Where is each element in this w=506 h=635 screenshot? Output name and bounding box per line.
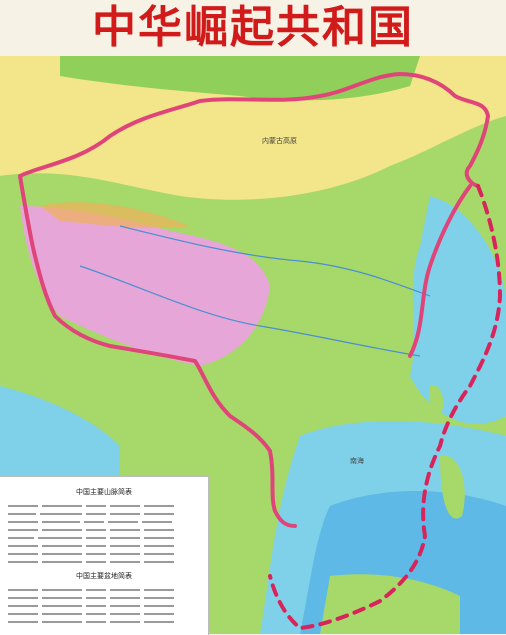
- legend-rows-mountains: [0, 497, 208, 565]
- legend-table-panel: 中国主要山脉简表 中国主要盆地简表: [0, 476, 209, 635]
- legend-row: [8, 543, 200, 549]
- island-taiwan: [429, 385, 444, 416]
- claim-line: [268, 184, 503, 631]
- legend-row: [8, 511, 200, 517]
- river-yangtze: [79, 265, 421, 357]
- legend-title-basins: 中国主要盆地简表: [76, 572, 132, 580]
- northern-lowland: [60, 56, 420, 101]
- title-bar: 中华崛起共和国: [0, 0, 506, 56]
- legend-row: [8, 519, 200, 525]
- mountain-range: [40, 202, 190, 229]
- legend-row: [8, 551, 200, 557]
- legend-row: [8, 503, 200, 509]
- legend-row: [8, 595, 200, 601]
- map-label-region: 内蒙古高原: [262, 137, 297, 145]
- legend-row: [8, 587, 200, 593]
- legend-row: [8, 611, 200, 617]
- map-canvas: [0, 56, 506, 634]
- plateau-region: [20, 206, 270, 366]
- legend-row: [8, 535, 200, 541]
- map-label-sea: 南海: [350, 457, 364, 465]
- legend-title-mountains: 中国主要山脉简表: [76, 488, 132, 496]
- national-border: [18, 72, 490, 528]
- island-philippines: [440, 455, 465, 519]
- island-south: [320, 574, 460, 634]
- page-title: 中华崛起共和国: [92, 2, 414, 53]
- legend-row: [8, 559, 200, 565]
- legend-row: [8, 527, 200, 533]
- legend-rows-basins: [0, 581, 208, 625]
- legend-row: [8, 619, 200, 625]
- map-view[interactable]: 内蒙古高原 南海: [0, 56, 506, 634]
- river-yellow: [119, 225, 431, 297]
- legend-row: [8, 603, 200, 609]
